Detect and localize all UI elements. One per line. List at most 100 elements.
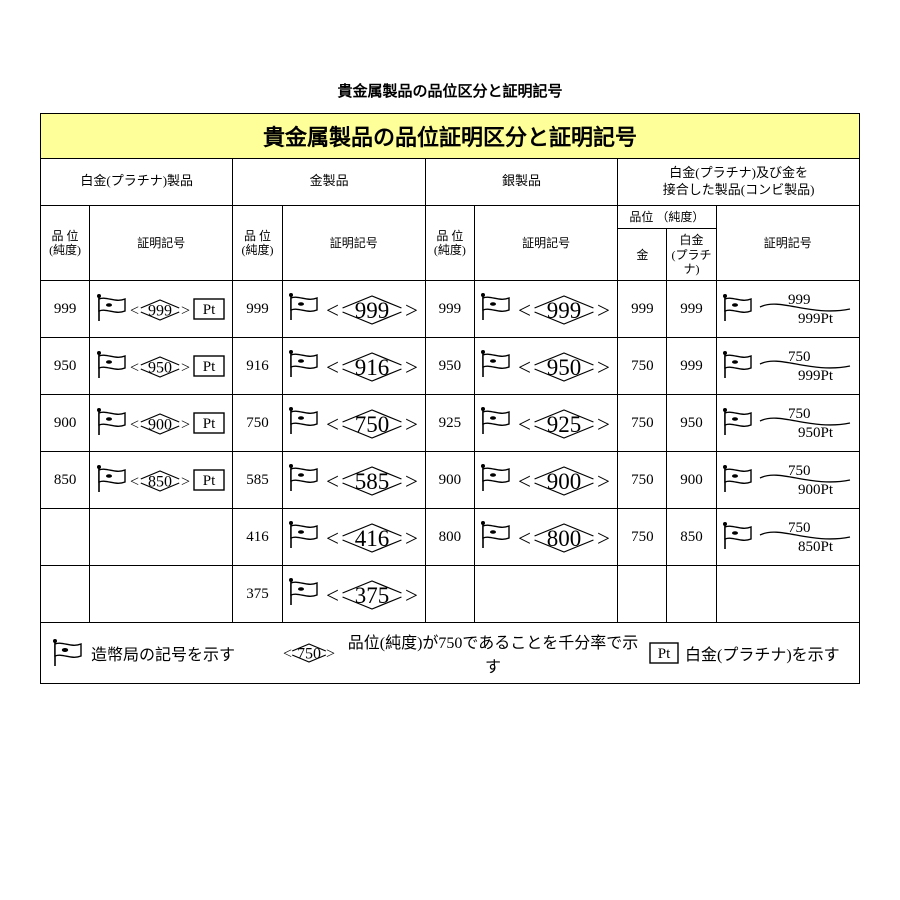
- svg-text:Pt: Pt: [203, 416, 216, 432]
- svg-text:Pt: Pt: [203, 359, 216, 375]
- svg-text:850Pt: 850Pt: [798, 539, 834, 555]
- ag-purity: 925: [425, 395, 474, 452]
- combo-mark: 750 950Pt: [716, 395, 859, 452]
- svg-text:999Pt: 999Pt: [798, 311, 834, 327]
- svg-text:375: 375: [354, 583, 389, 608]
- svg-text:950: 950: [148, 360, 172, 377]
- sub-pt-mark: 証明記号: [90, 205, 233, 281]
- sub-au-mark: 証明記号: [282, 205, 425, 281]
- au-mark: < 375 >: [282, 566, 425, 623]
- svg-text:999: 999: [354, 298, 389, 323]
- combo-gold-purity: 750: [618, 452, 667, 509]
- svg-text:>: >: [405, 298, 418, 323]
- au-mark: < 585 >: [282, 452, 425, 509]
- ag-mark: < 925 >: [474, 395, 617, 452]
- svg-text:>: >: [597, 355, 610, 380]
- svg-text:Pt: Pt: [203, 473, 216, 489]
- svg-text:900: 900: [148, 417, 172, 434]
- combo-mark: 750 999Pt: [716, 338, 859, 395]
- combo-gold-purity: [618, 566, 667, 623]
- au-purity: 375: [233, 566, 282, 623]
- sub-ag-purity: 品 位(純度): [425, 205, 474, 281]
- ag-mark: < 999 >: [474, 281, 617, 338]
- svg-text:Pt: Pt: [658, 646, 671, 662]
- svg-text:>: >: [405, 526, 418, 551]
- au-mark: < 750 >: [282, 395, 425, 452]
- svg-text:850: 850: [148, 474, 172, 491]
- svg-text:<: <: [326, 355, 339, 380]
- au-purity: 999: [233, 281, 282, 338]
- svg-text:<: <: [130, 303, 139, 320]
- combo-pt-purity: 850: [667, 509, 716, 566]
- ag-mark: < 800 >: [474, 509, 617, 566]
- combo-pt-purity: 999: [667, 281, 716, 338]
- cat-gold: 金製品: [233, 159, 425, 206]
- svg-text:800: 800: [547, 526, 582, 551]
- svg-text:<: <: [326, 526, 339, 551]
- table-row: 416 < 416 > 800 < 800 > 750850 750 850Pt: [41, 509, 860, 566]
- cat-combo: 白金(プラチナ)及び金を接合した製品(コンビ製品): [618, 159, 860, 206]
- svg-text:<: <: [326, 298, 339, 323]
- combo-mark: 750 850Pt: [716, 509, 859, 566]
- svg-text:<: <: [518, 526, 531, 551]
- legend-diamond-text: 品位(純度)が750であることを千分率で示す: [345, 629, 641, 677]
- legend-pt-text: 白金(プラチナ)を示す: [685, 641, 840, 665]
- svg-text:585: 585: [354, 469, 389, 494]
- sub-ag-mark: 証明記号: [474, 205, 617, 281]
- pt-mark: [90, 509, 233, 566]
- svg-text:>: >: [405, 469, 418, 494]
- diamond-icon: < 750 >: [279, 642, 339, 664]
- combo-gold-purity: 750: [618, 395, 667, 452]
- svg-text:<: <: [130, 474, 139, 491]
- flag-icon: [51, 638, 85, 668]
- svg-text:<: <: [518, 469, 531, 494]
- pt-mark: < 999 > Pt: [90, 281, 233, 338]
- svg-text:<: <: [130, 360, 139, 377]
- au-purity: 916: [233, 338, 282, 395]
- pt-purity: 950: [41, 338, 90, 395]
- combo-gold-purity: 750: [618, 338, 667, 395]
- table-row: 999 < 999 > Pt 999 < 999 > 999 < 999 > 9…: [41, 281, 860, 338]
- ag-purity: 950: [425, 338, 474, 395]
- svg-text:>: >: [597, 298, 610, 323]
- sub-au-purity: 品 位(純度): [233, 205, 282, 281]
- svg-text:<: <: [283, 646, 292, 663]
- cat-platinum: 白金(プラチナ)製品: [41, 159, 233, 206]
- pt-purity: [41, 509, 90, 566]
- sub-combo-gold: 金: [618, 229, 667, 281]
- table-title: 貴金属製品の品位証明区分と証明記号: [41, 114, 860, 159]
- combo-pt-purity: 950: [667, 395, 716, 452]
- au-mark: < 416 >: [282, 509, 425, 566]
- ag-purity: 800: [425, 509, 474, 566]
- svg-text:416: 416: [354, 526, 389, 551]
- svg-text:>: >: [405, 355, 418, 380]
- svg-text:>: >: [181, 417, 190, 434]
- svg-text:<: <: [518, 355, 531, 380]
- svg-text:>: >: [181, 303, 190, 320]
- au-purity: 416: [233, 509, 282, 566]
- combo-gold-purity: 750: [618, 509, 667, 566]
- svg-text:>: >: [597, 412, 610, 437]
- combo-pt-purity: 900: [667, 452, 716, 509]
- au-purity: 585: [233, 452, 282, 509]
- pt-mark: < 850 > Pt: [90, 452, 233, 509]
- svg-text:<: <: [326, 469, 339, 494]
- ag-mark: [474, 566, 617, 623]
- ag-purity: [425, 566, 474, 623]
- pt-purity: 850: [41, 452, 90, 509]
- pt-mark: < 950 > Pt: [90, 338, 233, 395]
- ag-mark: < 950 >: [474, 338, 617, 395]
- svg-text:<: <: [518, 412, 531, 437]
- svg-text:950: 950: [547, 355, 582, 380]
- au-mark: < 916 >: [282, 338, 425, 395]
- table-row: 375 < 375 >: [41, 566, 860, 623]
- svg-text:925: 925: [547, 412, 582, 437]
- svg-text:750: 750: [297, 646, 321, 663]
- combo-mark: 750 900Pt: [716, 452, 859, 509]
- combo-mark: 999 999Pt: [716, 281, 859, 338]
- pt-purity: 999: [41, 281, 90, 338]
- svg-text:900Pt: 900Pt: [798, 482, 834, 498]
- au-purity: 750: [233, 395, 282, 452]
- au-mark: < 999 >: [282, 281, 425, 338]
- pt-mark: [90, 566, 233, 623]
